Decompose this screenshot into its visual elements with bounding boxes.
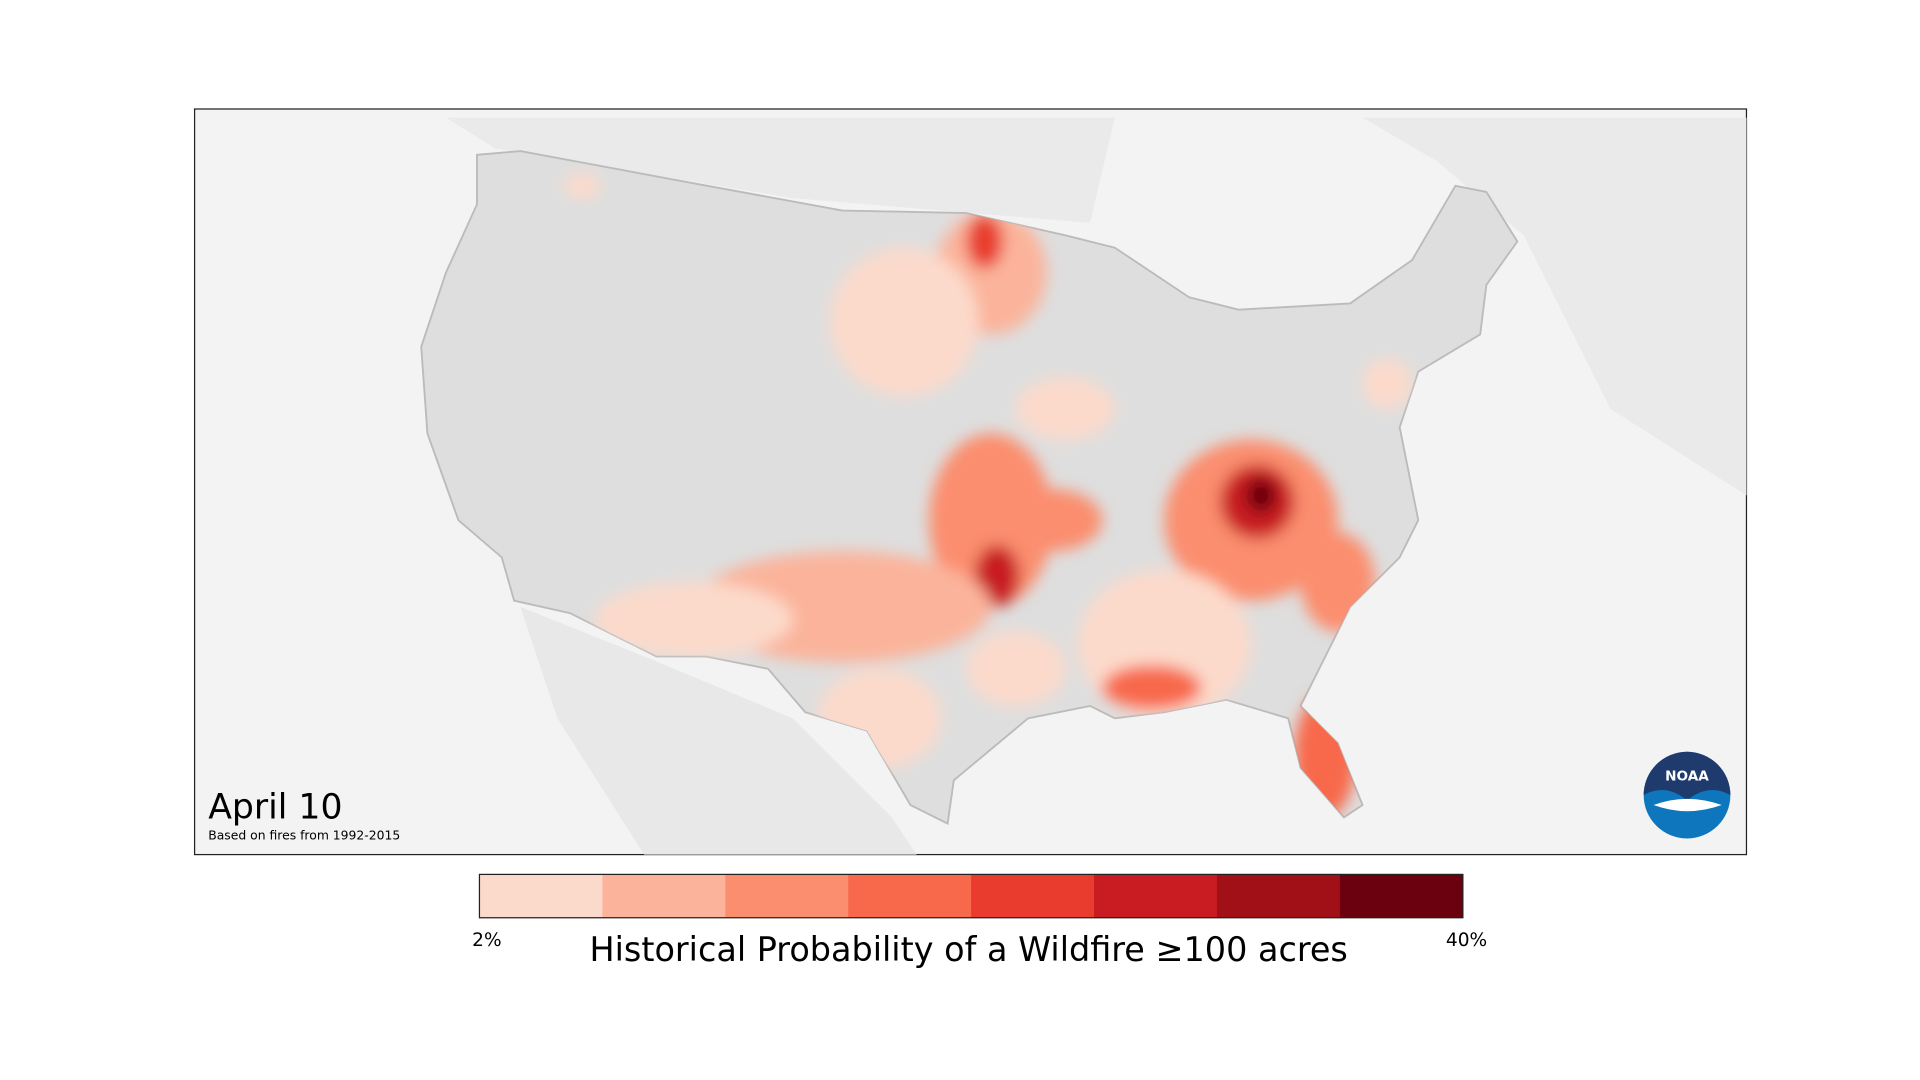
legend-swatch: [848, 874, 972, 918]
legend: [479, 874, 1464, 918]
hotspot: [966, 214, 1004, 269]
hotspot: [974, 544, 1020, 607]
logo-text: NOAA: [1665, 768, 1709, 784]
map-title: April 10: [208, 788, 342, 828]
mexico-land: [520, 606, 917, 855]
canada-land: [1362, 117, 1747, 496]
hotspot: [1362, 359, 1413, 409]
hotspot: [594, 582, 793, 657]
legend-title: Historical Probability of a Wildfire ≥10…: [589, 930, 1347, 969]
hotspot: [1015, 377, 1115, 440]
legend-swatch: [602, 874, 726, 918]
hotspot: [1246, 478, 1276, 513]
fire-probability-layer: [563, 173, 1413, 818]
legend-max-label: 40%: [1446, 930, 1487, 951]
logo-bird: [1653, 798, 1722, 812]
legend-swatch: [1216, 874, 1341, 918]
legend-swatch: [1094, 874, 1218, 918]
hotspot: [1102, 665, 1202, 710]
legend-min-label: 2%: [472, 930, 501, 951]
canada-land: [446, 117, 1115, 223]
hotspot: [563, 173, 601, 199]
logo-top: [1643, 751, 1731, 801]
hotspot: [929, 433, 1053, 607]
noaa-logo: NOAA: [1643, 751, 1731, 839]
legend-swatch: [1339, 874, 1464, 918]
hotspot: [829, 247, 979, 397]
legend-border: [478, 873, 1464, 919]
map-subtitle: Based on fires from 1992-2015: [208, 829, 400, 843]
legend-swatch: [479, 874, 603, 918]
hotspot: [966, 631, 1066, 706]
legend-swatch: [971, 874, 1095, 918]
hotspot: [1003, 489, 1103, 552]
legend-swatch: [725, 874, 849, 918]
